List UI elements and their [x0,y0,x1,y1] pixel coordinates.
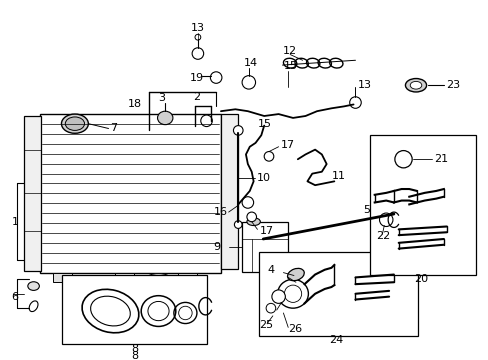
Text: 18: 18 [128,99,142,109]
Circle shape [195,34,201,40]
Ellipse shape [157,111,173,125]
Bar [24,116,41,271]
Text: 8: 8 [131,343,138,354]
Ellipse shape [287,268,304,281]
Ellipse shape [148,301,169,321]
Text: 9: 9 [213,242,220,252]
Text: 3: 3 [158,93,164,103]
Text: 17: 17 [280,140,294,150]
Ellipse shape [405,78,426,92]
Text: 5: 5 [363,205,369,215]
Circle shape [233,126,243,135]
Ellipse shape [90,296,130,326]
Text: 21: 21 [433,154,447,164]
Circle shape [242,197,253,208]
Text: 15: 15 [257,119,271,129]
Text: 22: 22 [376,231,390,241]
Circle shape [394,150,411,168]
Circle shape [210,72,222,83]
Text: 11: 11 [331,171,345,181]
Bar [62,275,206,344]
Ellipse shape [29,301,38,312]
Bar [221,114,238,269]
Text: 23: 23 [445,80,459,90]
Circle shape [201,115,212,127]
Circle shape [349,97,361,108]
Bar [259,252,417,336]
Text: 1: 1 [11,217,19,227]
Bar [369,135,475,275]
Bar [53,273,72,282]
Text: 10: 10 [256,174,270,184]
Ellipse shape [286,273,304,282]
Text: 15: 15 [283,61,297,71]
Circle shape [264,152,273,161]
Text: 7: 7 [110,123,117,134]
Text: 17: 17 [259,226,273,236]
Bar [40,114,221,273]
Text: 4: 4 [266,265,274,275]
Text: 25: 25 [259,320,273,330]
Text: 13: 13 [190,23,204,33]
Text: 6: 6 [11,292,19,302]
Circle shape [265,303,275,313]
Text: 2: 2 [193,92,200,102]
Ellipse shape [284,285,301,302]
Circle shape [246,212,256,222]
Bar [242,222,287,272]
Ellipse shape [178,306,192,320]
Text: 26: 26 [287,324,302,334]
Text: 19: 19 [190,73,204,82]
Text: 20: 20 [413,274,427,284]
Text: 12: 12 [283,46,297,56]
Ellipse shape [146,274,170,283]
Circle shape [192,48,203,59]
Text: 8: 8 [131,351,138,360]
Circle shape [234,221,242,228]
Ellipse shape [409,81,421,89]
Text: 24: 24 [328,335,343,345]
Ellipse shape [65,117,84,130]
Bar [115,273,134,282]
Ellipse shape [61,114,88,133]
Circle shape [379,213,392,226]
Text: 16: 16 [214,207,228,217]
Ellipse shape [28,282,39,291]
Text: 13: 13 [357,80,371,90]
Ellipse shape [246,218,260,225]
Circle shape [242,76,255,89]
Text: 14: 14 [244,58,258,68]
Circle shape [271,290,285,303]
Bar [177,273,197,282]
